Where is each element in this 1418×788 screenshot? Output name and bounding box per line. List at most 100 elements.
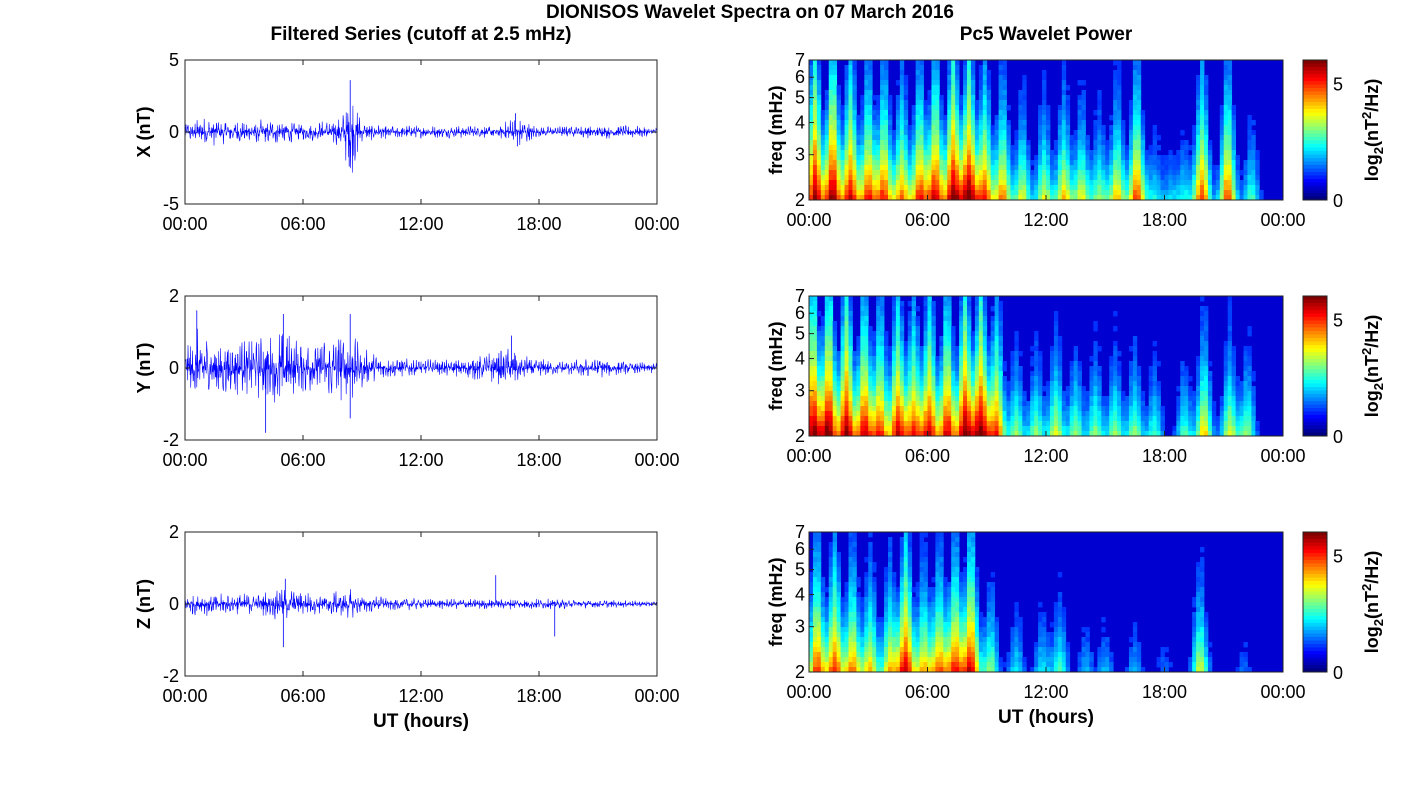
heatmap-cell xyxy=(884,95,889,101)
heatmap-cell xyxy=(1093,341,1098,347)
heatmap-cell xyxy=(974,356,980,362)
heatmap-cell xyxy=(852,577,857,583)
heatmap-cell xyxy=(1046,130,1051,136)
heatmap-cell xyxy=(1204,100,1209,106)
heatmap-cell xyxy=(1002,155,1007,161)
heatmap-cell xyxy=(1030,426,1035,432)
heatmap-cell xyxy=(1132,125,1138,131)
heatmap-cell xyxy=(1227,145,1233,151)
heatmap-cell xyxy=(1231,426,1236,432)
heatmap-cell xyxy=(1200,391,1205,397)
heatmap-cell xyxy=(1018,391,1023,397)
heatmap-cell xyxy=(1128,105,1134,111)
heatmap-cell xyxy=(844,140,849,146)
heatmap-cell xyxy=(1160,160,1165,166)
heatmap-cell xyxy=(998,411,1003,417)
heatmap-cell xyxy=(998,376,1003,382)
heatmap-cell xyxy=(1097,145,1102,151)
heatmap-cell xyxy=(824,652,830,658)
heatmap-cell xyxy=(1014,130,1019,136)
heatmap-cell xyxy=(844,306,849,312)
heatmap-cell xyxy=(990,175,996,181)
heatmap-cell xyxy=(1164,155,1169,161)
heatmap-cell xyxy=(899,150,905,156)
heatmap-cell xyxy=(1243,185,1248,191)
heatmap-cell xyxy=(970,175,976,181)
heatmap-cell xyxy=(1235,426,1240,432)
heatmap-cell xyxy=(848,391,853,397)
heatmap-cell xyxy=(1207,180,1213,186)
heatmap-cell xyxy=(943,431,948,437)
heatmap-cell xyxy=(1069,391,1075,397)
heatmap-cell xyxy=(864,592,869,598)
heatmap-cell xyxy=(1014,401,1019,407)
heatmap-cell xyxy=(864,321,869,327)
heatmap-cell xyxy=(998,316,1003,322)
heatmap-cell xyxy=(1117,95,1122,101)
heatmap-cell xyxy=(848,396,853,402)
heatmap-cell xyxy=(1018,145,1023,151)
heatmap-cell xyxy=(1089,180,1094,186)
heatmap-cell xyxy=(986,381,992,387)
heatmap-cell xyxy=(1125,155,1130,161)
heatmap-cell xyxy=(848,627,853,633)
heatmap-cell xyxy=(990,306,996,312)
heatmap-cell xyxy=(959,95,964,101)
heatmap-cell xyxy=(919,190,924,196)
heatmap-cell xyxy=(824,642,830,648)
heatmap-cell xyxy=(1196,366,1201,372)
heatmap-cell xyxy=(868,185,873,191)
heatmap-cell xyxy=(1207,175,1213,181)
heatmap-cell xyxy=(1211,190,1217,196)
heatmap-cell xyxy=(809,406,814,412)
heatmap-cell xyxy=(1117,396,1122,402)
heatmap-cell xyxy=(1105,416,1110,422)
heatmap-cell xyxy=(1136,115,1142,121)
heatmap-cell xyxy=(1069,165,1075,171)
heatmap-cell xyxy=(1026,406,1031,412)
heatmap-cell xyxy=(915,321,920,327)
heatmap-cell xyxy=(1109,135,1114,141)
heatmap-cell xyxy=(1223,155,1229,161)
heatmap-cell xyxy=(1196,356,1201,362)
heatmap-cell xyxy=(1022,411,1027,417)
heatmap-cell xyxy=(1069,401,1075,407)
colorbar-segment xyxy=(1303,172,1327,176)
heatmap-cell xyxy=(864,296,869,302)
heatmap-cell xyxy=(1057,341,1063,347)
heatmap-cell xyxy=(1113,426,1118,432)
heatmap-cell xyxy=(852,371,857,377)
heatmap-cell xyxy=(832,361,838,367)
heatmap-cell xyxy=(982,70,988,76)
heatmap-cell xyxy=(1069,195,1075,201)
heatmap-cell xyxy=(1113,326,1118,332)
heatmap-cell xyxy=(1247,426,1252,432)
heatmap-cell xyxy=(1030,416,1035,422)
heatmap-cell xyxy=(836,597,841,603)
heatmap-cell xyxy=(844,642,849,648)
heatmap-cell xyxy=(840,662,845,668)
heatmap-cell xyxy=(812,311,818,317)
heatmap-cell xyxy=(959,150,964,156)
heatmap-cell xyxy=(990,381,996,387)
heatmap-cell xyxy=(1105,190,1110,196)
heatmap-cell xyxy=(899,175,905,181)
heatmap-cell xyxy=(1030,391,1035,397)
heatmap-cell xyxy=(947,165,952,171)
heatmap-cell xyxy=(1207,376,1213,382)
heatmap-cell xyxy=(974,140,980,146)
heatmap-cell xyxy=(963,331,968,337)
heatmap-cell xyxy=(959,381,964,387)
heatmap-cell xyxy=(1215,190,1221,196)
heatmap-cell xyxy=(812,627,818,633)
heatmap-cell xyxy=(1231,416,1236,422)
heatmap-cell xyxy=(1073,346,1078,352)
heatmap-cell xyxy=(970,170,976,176)
heatmap-cell xyxy=(915,185,920,191)
heatmap-cell xyxy=(931,316,936,322)
heatmap-cell xyxy=(1057,150,1063,156)
heatmap-cell xyxy=(1251,406,1256,412)
heatmap-cell xyxy=(919,145,924,151)
heatmap-cell xyxy=(1113,150,1118,156)
heatmap-cell xyxy=(1065,120,1071,126)
